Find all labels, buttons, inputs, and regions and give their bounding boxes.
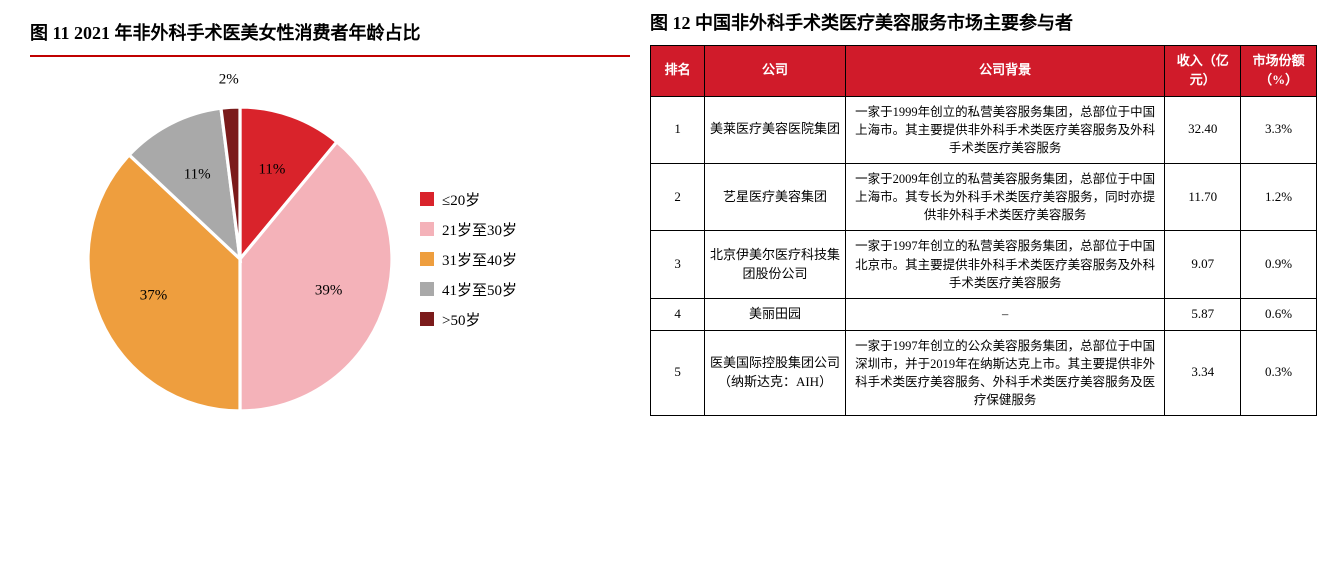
table-cell: 9.07 (1165, 231, 1241, 298)
table-row: 4美丽田园–5.870.6% (651, 298, 1317, 330)
figure-12-title: 图 12 中国非外科手术类医疗美容服务市场主要参与者 (650, 10, 1317, 37)
table-header-cell: 市场份额（%） (1241, 46, 1317, 97)
table-header-cell: 排名 (651, 46, 705, 97)
table-cell: 3.3% (1241, 96, 1317, 163)
table-row: 3北京伊美尔医疗科技集团股份公司一家于1997年创立的私营美容服务集团，总部位于… (651, 231, 1317, 298)
table-cell: 11.70 (1165, 164, 1241, 231)
pie-slice-label: 2% (219, 72, 239, 89)
pie-slice-label: 11% (184, 167, 211, 184)
table-header-cell: 公司背景 (845, 46, 1164, 97)
pie-svg (80, 99, 400, 419)
legend-item: 31岁至40岁 (420, 249, 517, 270)
pie-slice-label: 39% (315, 282, 343, 299)
table-cell: 一家于1997年创立的私营美容服务集团，总部位于中国北京市。其主要提供非外科手术… (845, 231, 1164, 298)
table-row: 5医美国际控股集团公司（纳斯达克：AIH）一家于1997年创立的公众美容服务集团… (651, 330, 1317, 416)
table-header-row: 排名公司公司背景收入（亿元）市场份额（%） (651, 46, 1317, 97)
table-cell: 一家于1997年创立的公众美容服务集团，总部位于中国深圳市，并于2019年在纳斯… (845, 330, 1164, 416)
table-cell: 一家于2009年创立的私营美容服务集团，总部位于中国上海市。其专长为外科手术类医… (845, 164, 1164, 231)
table-cell: 0.9% (1241, 231, 1317, 298)
table-cell: 一家于1999年创立的私营美容服务集团，总部位于中国上海市。其主要提供非外科手术… (845, 96, 1164, 163)
pie-legend: ≤20岁 21岁至30岁 31岁至40岁 41岁至50岁 >50岁 (420, 180, 517, 339)
legend-item: >50岁 (420, 309, 517, 330)
legend-label: ≤20岁 (442, 189, 480, 210)
table-cell: 1.2% (1241, 164, 1317, 231)
table-cell: 4 (651, 298, 705, 330)
table-cell: 3 (651, 231, 705, 298)
table-cell: 美丽田园 (705, 298, 846, 330)
legend-item: ≤20岁 (420, 189, 517, 210)
pie-chart: 11% 39% 37% 11% 2% ≤20岁 21岁至30岁 31岁至40岁 41岁至50岁… (30, 69, 630, 419)
legend-label: 31岁至40岁 (442, 249, 517, 270)
legend-swatch (420, 252, 434, 266)
figure-11-title: 图 11 2021 年非外科手术医美女性消费者年龄占比 (30, 20, 630, 47)
legend-item: 41岁至50岁 (420, 279, 517, 300)
legend-swatch (420, 282, 434, 296)
figure-12: 图 12 中国非外科手术类医疗美容服务市场主要参与者 排名公司公司背景收入（亿元… (640, 0, 1337, 581)
legend-item: 21岁至30岁 (420, 219, 517, 240)
table-cell: 北京伊美尔医疗科技集团股份公司 (705, 231, 846, 298)
table-cell: 5 (651, 330, 705, 416)
legend-swatch (420, 222, 434, 236)
market-table: 排名公司公司背景收入（亿元）市场份额（%） 1美莱医疗美容医院集团一家于1999… (650, 45, 1317, 416)
pie-slice-label: 11% (258, 162, 285, 179)
legend-label: >50岁 (442, 309, 480, 330)
legend-label: 41岁至50岁 (442, 279, 517, 300)
legend-swatch (420, 312, 434, 326)
table-header-cell: 公司 (705, 46, 846, 97)
table-cell: 0.6% (1241, 298, 1317, 330)
table-cell: 3.34 (1165, 330, 1241, 416)
table-header-cell: 收入（亿元） (1165, 46, 1241, 97)
table-cell: 0.3% (1241, 330, 1317, 416)
pie-slice-label: 37% (140, 288, 168, 305)
table-cell: – (845, 298, 1164, 330)
table-cell: 医美国际控股集团公司（纳斯达克：AIH） (705, 330, 846, 416)
legend-label: 21岁至30岁 (442, 219, 517, 240)
table-cell: 艺星医疗美容集团 (705, 164, 846, 231)
figure-11-rule (30, 55, 630, 57)
legend-swatch (420, 192, 434, 206)
table-cell: 5.87 (1165, 298, 1241, 330)
table-row: 2艺星医疗美容集团一家于2009年创立的私营美容服务集团，总部位于中国上海市。其… (651, 164, 1317, 231)
table-cell: 32.40 (1165, 96, 1241, 163)
figure-11: 图 11 2021 年非外科手术医美女性消费者年龄占比 11%39%37%11%… (0, 0, 640, 581)
pie-box: 11%39%37%11%2% (80, 99, 400, 419)
table-cell: 美莱医疗美容医院集团 (705, 96, 846, 163)
table-cell: 1 (651, 96, 705, 163)
table-cell: 2 (651, 164, 705, 231)
table-row: 1美莱医疗美容医院集团一家于1999年创立的私营美容服务集团，总部位于中国上海市… (651, 96, 1317, 163)
